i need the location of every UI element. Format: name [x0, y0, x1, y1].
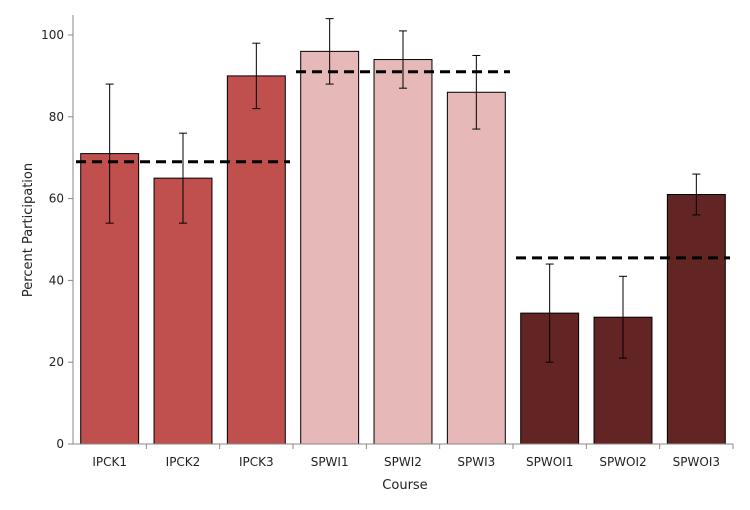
x-ticks-layer: IPCK1 IPCK2 IPCK3 SPWI1 SPWI2 SPWI3 SPWOI1 SPWO…: [92, 444, 734, 469]
x-tick-label: SPWOI2: [599, 455, 646, 469]
bar-spwoi3: [666, 194, 726, 445]
axes-layer: [72, 15, 733, 445]
x-tick-label: SPWOI1: [526, 455, 573, 469]
x-tick-label: SPWI2: [384, 455, 422, 469]
error-bar-spwoi2: [619, 275, 627, 359]
y-tick-label: 40: [49, 273, 64, 287]
bar-spwi1: [300, 50, 360, 445]
error-bar-spwoi3: [692, 173, 701, 216]
y-axis-title: Percent Participation: [21, 163, 36, 297]
y-tick-label: 100: [41, 28, 64, 42]
bar-ipck3: [226, 75, 286, 445]
x-tick-label: SPWI3: [457, 455, 495, 469]
x-tick-label: IPCK1: [92, 455, 127, 469]
y-tick-label: 80: [49, 110, 64, 124]
error-bar-ipck3: [252, 42, 261, 110]
y-tick-label: 60: [49, 192, 64, 206]
x-axis-title: Course: [382, 478, 427, 493]
error-bar-ipck2: [179, 132, 187, 224]
group-means-layer: [76, 70, 730, 260]
y-tick-label: 0: [56, 437, 64, 451]
error-bar-spwi2: [399, 30, 407, 89]
bars-layer: [80, 50, 726, 445]
error-bar-ipck1: [105, 83, 114, 224]
bar-spwi2: [373, 59, 433, 445]
error-bars-layer: [105, 18, 701, 363]
x-tick-label: IPCK2: [166, 455, 201, 469]
x-tick-label: SPWOI3: [673, 455, 720, 469]
bar-spwi3: [446, 91, 506, 445]
x-tick-label: IPCK3: [239, 455, 274, 469]
y-tick-label: 20: [49, 355, 64, 369]
y-ticks-layer: 0 20 40 60 80 100: [41, 28, 73, 451]
x-tick-label: SPWI1: [311, 455, 349, 469]
error-bar-spwoi1: [545, 263, 554, 363]
error-bar-spwi3: [472, 54, 481, 130]
